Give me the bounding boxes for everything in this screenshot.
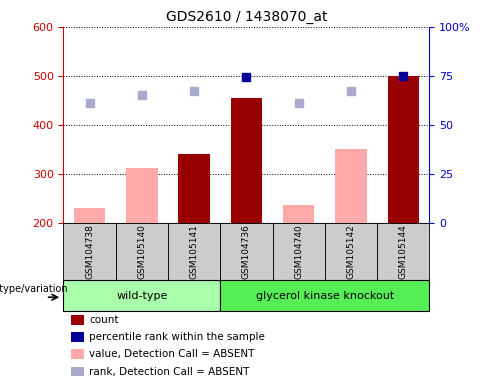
Text: count: count [89, 314, 119, 325]
Bar [273, 223, 325, 280]
Text: GSM105142: GSM105142 [346, 224, 356, 279]
Bar [179, 154, 210, 223]
Title: GDS2610 / 1438070_at: GDS2610 / 1438070_at [166, 10, 327, 25]
Bar [126, 168, 158, 223]
Bar [71, 367, 83, 376]
Bar [283, 205, 314, 223]
Bar [71, 315, 83, 324]
Text: GSM104736: GSM104736 [242, 224, 251, 279]
Text: glycerol kinase knockout: glycerol kinase knockout [256, 291, 394, 301]
Bar [231, 98, 262, 223]
Bar [387, 76, 419, 223]
Text: value, Detection Call = ABSENT: value, Detection Call = ABSENT [89, 349, 254, 359]
Bar [116, 223, 168, 280]
Text: percentile rank within the sample: percentile rank within the sample [89, 332, 265, 342]
Bar [71, 332, 83, 342]
Text: GSM105144: GSM105144 [399, 224, 408, 279]
Bar [63, 280, 220, 311]
Bar [74, 208, 105, 223]
Text: genotype/variation: genotype/variation [0, 284, 68, 294]
Bar [220, 280, 429, 311]
Text: GSM105140: GSM105140 [137, 224, 146, 279]
Bar [377, 223, 429, 280]
Text: wild-type: wild-type [116, 291, 167, 301]
Bar [335, 149, 366, 223]
Bar [325, 223, 377, 280]
Text: GSM105141: GSM105141 [190, 224, 199, 279]
Bar [220, 223, 273, 280]
Bar [168, 223, 220, 280]
Text: rank, Detection Call = ABSENT: rank, Detection Call = ABSENT [89, 366, 249, 377]
Bar [71, 349, 83, 359]
Text: GSM104738: GSM104738 [85, 224, 94, 279]
Text: GSM104740: GSM104740 [294, 224, 303, 279]
Bar [63, 223, 116, 280]
